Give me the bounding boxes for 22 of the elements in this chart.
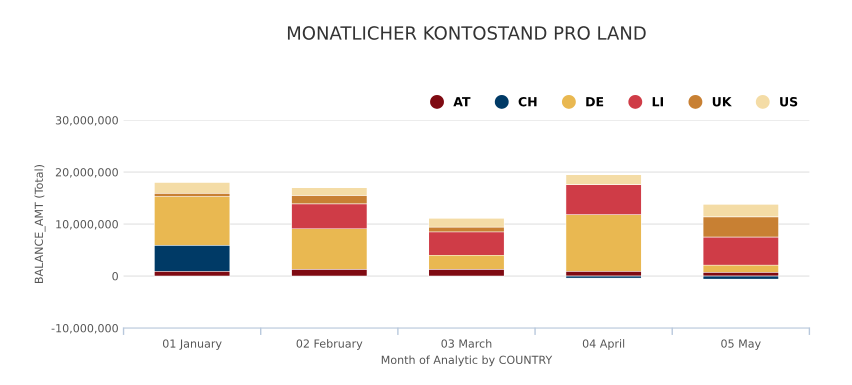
y-tick-label: 10,000,000 [56, 220, 118, 230]
x-tick-label: 03 March [441, 339, 492, 348]
chart-title: MONATLICHER KONTOSTAND PRO LAND [288, 26, 646, 40]
x-tick-label: 02 February [296, 339, 362, 350]
y-tick-label: 20,000,000 [56, 168, 118, 178]
legend-label: UK [712, 97, 732, 106]
bar [566, 276, 642, 278]
y-tick-label: -10,000,000 [52, 324, 118, 334]
x-tick-label: 05 May [721, 339, 761, 350]
y-axis-title: BALANCE_AMT (Total) [34, 165, 46, 283]
bar [702, 276, 779, 280]
legend-label: DE [586, 97, 604, 106]
x-tick-label: 04 April [582, 339, 624, 350]
x-tick-label: 01 January [162, 339, 222, 350]
bar [154, 182, 230, 194]
x-axis-title: Month of Analytic by COUNTRY [382, 355, 552, 366]
legend-label: LI [652, 97, 664, 106]
y-tick-label: 0 [112, 272, 118, 280]
legend-label: US [780, 96, 798, 106]
legend-label: CH [518, 96, 536, 106]
legend-label: AT [453, 97, 470, 106]
y-tick-label: 30,000,000 [56, 116, 118, 126]
